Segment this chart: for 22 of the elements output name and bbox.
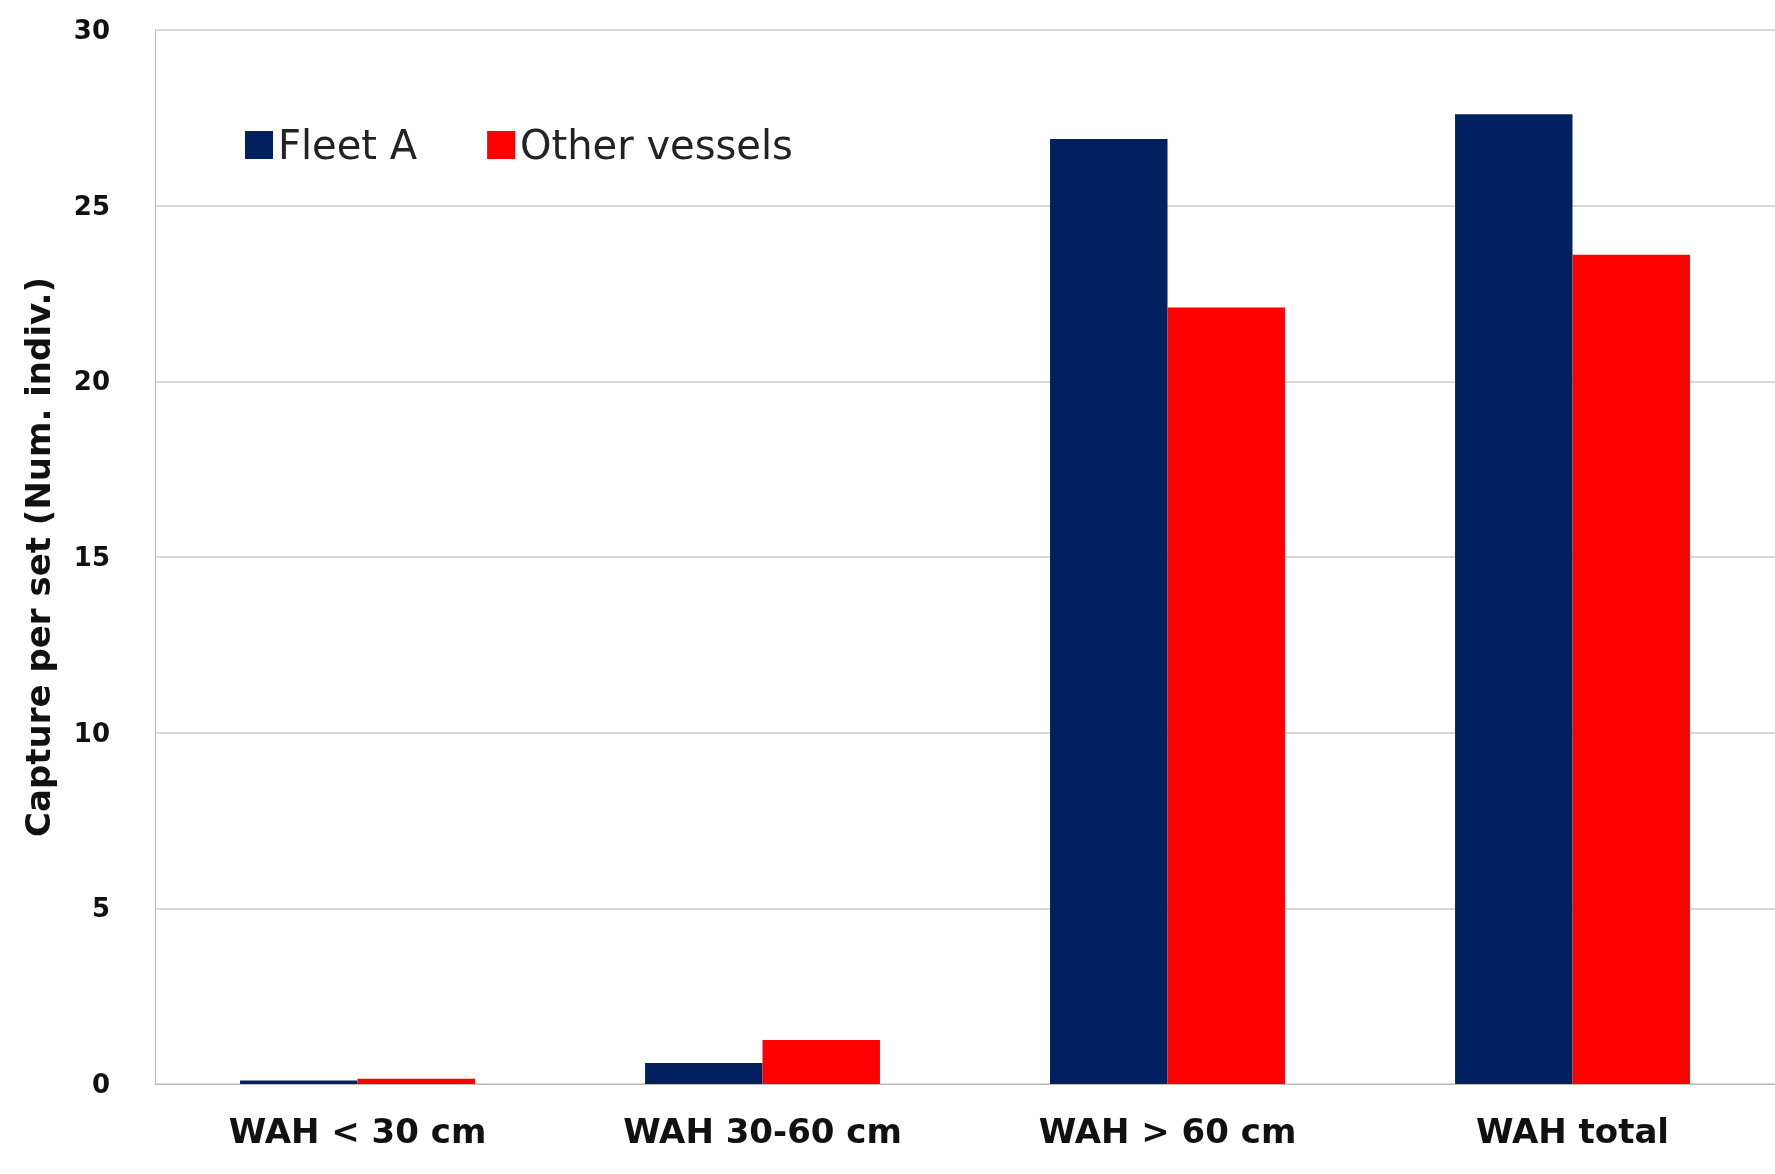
y-tick-label: 5 bbox=[91, 893, 110, 924]
bar bbox=[240, 1080, 358, 1084]
legend-label: Other vessels bbox=[520, 122, 793, 168]
x-tick-label: WAH total bbox=[1475, 1111, 1670, 1151]
y-tick-label: 20 bbox=[73, 366, 110, 397]
bar bbox=[645, 1062, 763, 1084]
bar bbox=[1050, 138, 1168, 1084]
bar bbox=[357, 1078, 475, 1084]
y-tick-label: 0 bbox=[91, 1069, 110, 1099]
y-tick-label: 25 bbox=[73, 190, 110, 221]
y-tick-label: 15 bbox=[73, 542, 110, 572]
bar bbox=[1572, 254, 1690, 1084]
x-tick-label: WAH < 30 cm bbox=[228, 1111, 487, 1151]
x-tick-label: WAH > 60 cm bbox=[1038, 1111, 1297, 1151]
bar bbox=[762, 1040, 880, 1084]
y-tick-label: 10 bbox=[73, 717, 110, 748]
y-axis-title: Capture per set (Num. indiv.) bbox=[18, 277, 58, 837]
bar bbox=[1167, 307, 1285, 1084]
x-tick-label: WAH 30-60 cm bbox=[623, 1111, 902, 1151]
bar bbox=[1455, 114, 1573, 1084]
legend-label: Fleet A bbox=[278, 122, 418, 168]
y-tick-label: 30 bbox=[73, 15, 110, 45]
